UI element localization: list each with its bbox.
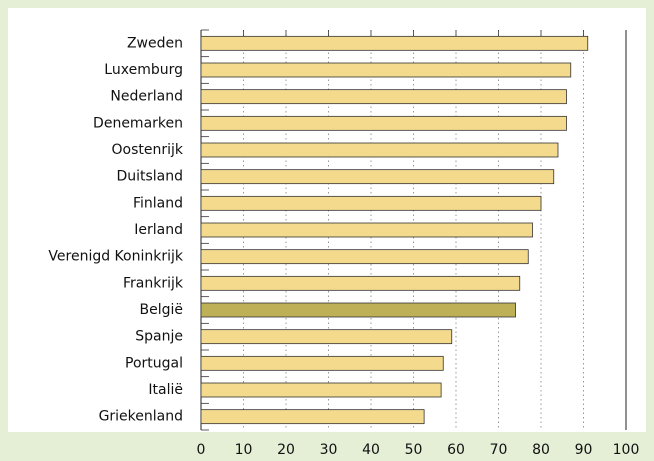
bar <box>200 169 555 185</box>
y-tick-label: Luxemburg <box>104 62 183 78</box>
x-tick-label: 100 <box>613 442 640 458</box>
x-tick-label: 60 <box>447 442 465 458</box>
y-tick-label: Italië <box>148 382 183 398</box>
bar <box>200 35 589 51</box>
bar <box>200 115 567 131</box>
x-tick-label: 0 <box>197 442 206 458</box>
bar <box>200 62 572 78</box>
y-tick-label: Griekenland <box>99 409 183 425</box>
bar <box>200 382 442 398</box>
y-tick-label: Frankrijk <box>123 275 184 291</box>
bar <box>200 89 567 105</box>
y-tick-label: Oostenrijk <box>112 142 184 158</box>
y-tick-label: Nederland <box>110 89 183 105</box>
x-tick-label: 80 <box>532 442 550 458</box>
y-tick-label: België <box>140 302 184 318</box>
y-tick-label: Portugal <box>125 355 183 371</box>
x-tick-label: 50 <box>405 442 423 458</box>
bar <box>200 302 516 318</box>
bar <box>200 195 542 211</box>
bar <box>200 409 425 425</box>
y-tick-label: Finland <box>133 195 183 211</box>
y-tick-label: Denemarken <box>93 115 183 131</box>
y-tick-label: Ierland <box>134 222 183 238</box>
bar <box>200 222 533 238</box>
y-tick-label: Duitsland <box>116 169 183 185</box>
y-tick-label: Zweden <box>127 35 183 51</box>
bar <box>200 329 453 345</box>
y-tick-label: Spanje <box>135 329 183 345</box>
x-tick-label: 40 <box>362 442 380 458</box>
x-tick-label: 10 <box>235 442 253 458</box>
bar <box>200 275 521 291</box>
x-tick-label: 30 <box>320 442 338 458</box>
y-tick-label: Verenigd Koninkrijk <box>48 249 183 265</box>
x-tick-label: 70 <box>490 442 508 458</box>
bar <box>200 355 444 371</box>
bar <box>200 142 559 158</box>
x-tick-label: 90 <box>575 442 593 458</box>
bar <box>200 249 529 265</box>
x-tick-label: 20 <box>277 442 295 458</box>
